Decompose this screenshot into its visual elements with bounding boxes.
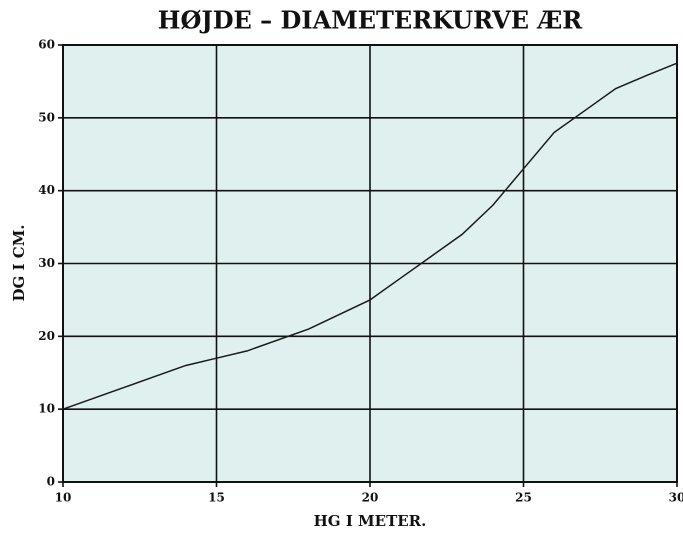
y-axis-label: DG I CM. (10, 224, 28, 301)
x-tick-label: 20 (362, 491, 379, 505)
x-axis-label: HG I METER. (314, 512, 427, 530)
y-tick-label: 60 (38, 38, 55, 52)
y-tick-label: 50 (38, 110, 55, 124)
y-tick-label: 40 (38, 183, 55, 197)
y-tick-label: 30 (38, 256, 55, 270)
data-line (62, 62, 678, 410)
y-tick-label: 10 (38, 402, 55, 416)
y-tick-label: 20 (38, 329, 55, 343)
chart-title: HØJDE – DIAMETERKURVE ÆR (158, 6, 583, 35)
x-tick-label: 30 (669, 491, 683, 505)
plot-frame (62, 44, 678, 483)
y-tick-label: 0 (47, 475, 55, 489)
x-tick-label: 10 (55, 491, 72, 505)
x-tick-label: 15 (208, 491, 225, 505)
x-tick-label: 25 (515, 491, 532, 505)
